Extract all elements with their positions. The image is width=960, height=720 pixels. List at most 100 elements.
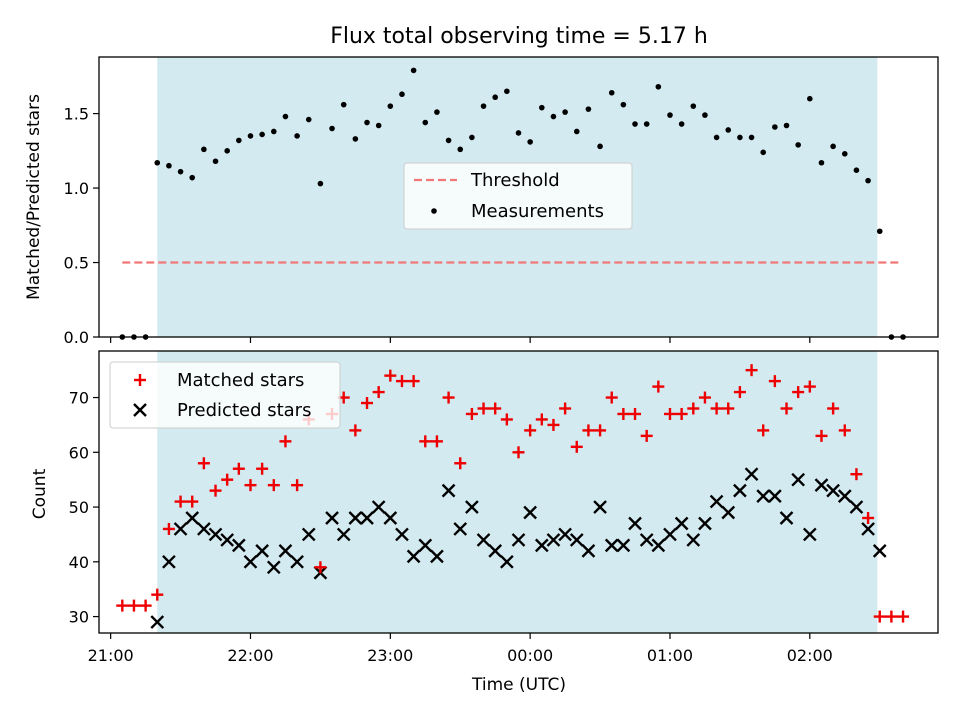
measurement-point	[259, 131, 265, 138]
predicted-star-marker	[185, 511, 200, 525]
x-tick-label: 00:00	[507, 646, 553, 665]
matched-star-marker	[174, 495, 187, 508]
matched-star-marker	[862, 512, 875, 525]
predicted-star-marker	[290, 554, 304, 569]
measurement-point	[713, 134, 720, 141]
matched-star-marker	[687, 402, 700, 415]
matched-star-marker	[361, 397, 374, 410]
matched-star-marker	[221, 473, 234, 486]
matched-star-marker	[629, 407, 642, 420]
measurement-point	[340, 101, 347, 108]
predicted-star-marker	[581, 544, 596, 558]
predicted-star-marker	[162, 554, 176, 569]
bottom-y-tick-label: 70	[69, 389, 89, 408]
predicted-star-marker	[674, 516, 689, 531]
predicted-star-marker	[418, 538, 433, 553]
measurement-point	[224, 148, 230, 154]
measurement-point	[399, 91, 405, 98]
x-tick-label: 23:00	[367, 646, 413, 665]
top-y-tick-label: 0.5	[64, 254, 89, 273]
measurement-point	[364, 119, 370, 126]
matched-star-marker	[244, 479, 257, 492]
predicted-star-marker	[231, 538, 246, 553]
matched-star-marker	[256, 462, 269, 475]
measurement-point	[445, 137, 452, 144]
top-y-tick-label: 1.5	[64, 105, 89, 124]
legend-measurements-label: Measurements	[471, 201, 604, 222]
predicted-star-marker	[756, 489, 771, 503]
measurement-point	[422, 119, 429, 126]
matched-star-marker	[512, 446, 525, 459]
predicted-star-marker	[663, 527, 677, 542]
matched-star-marker	[430, 435, 443, 448]
measurement-point	[317, 180, 324, 187]
matched-star-marker	[722, 402, 735, 415]
measurement-point	[772, 124, 778, 130]
predicted-star-marker	[348, 511, 363, 525]
predicted-star-marker	[802, 527, 817, 542]
measurement-point	[247, 133, 254, 139]
predicted-star-marker	[476, 533, 491, 547]
bottom-axis-ticks: 30 40 50 60 70 21:00 22:00 23:00 00:00 01:00 02:00	[69, 389, 833, 665]
predicted-star-marker	[546, 533, 561, 547]
measurement-point	[294, 133, 300, 139]
measurement-point	[865, 177, 871, 184]
predicted-star-marker	[628, 516, 642, 531]
measurement-point	[212, 158, 219, 165]
matched-star-marker	[442, 391, 455, 404]
legend-threshold-label: Threshold	[470, 170, 560, 191]
matched-star-marker	[454, 457, 467, 470]
matched-star-marker	[850, 468, 863, 481]
matched-star-marker	[489, 402, 502, 415]
x-axis-label: Time (UTC)	[471, 675, 566, 695]
x-tick-label: 02:00	[787, 646, 833, 665]
matched-star-marker	[535, 413, 548, 426]
matched-star-marker	[186, 495, 199, 508]
top-y-axis-label: Matched/Predicted stars	[24, 94, 44, 300]
predicted-star-marker	[523, 505, 538, 520]
matched-star-marker	[559, 402, 572, 415]
measurement-point	[410, 67, 417, 74]
measurement-point	[608, 89, 615, 96]
top-axis-ticks: 0.0 0.5 1.0 1.5	[64, 105, 811, 347]
measurement-point	[620, 101, 627, 108]
matched-star-marker	[395, 375, 408, 388]
predicted-star-marker	[558, 527, 572, 542]
matched-star-marker	[897, 610, 910, 623]
matched-star-marker	[605, 391, 618, 404]
matched-star-marker	[314, 561, 327, 574]
matched-star-marker	[349, 424, 362, 437]
predicted-star-marker	[721, 505, 736, 520]
matched-star-marker	[547, 418, 560, 431]
measurement-point	[236, 137, 242, 144]
predicted-star-marker	[499, 554, 514, 569]
matched-star-marker	[815, 429, 828, 442]
matched-star-marker	[465, 407, 478, 420]
measurement-point	[748, 134, 755, 141]
measurement-point	[504, 88, 510, 95]
bottom-y-tick-label: 60	[69, 443, 89, 462]
top-y-tick-label: 1.0	[64, 179, 89, 198]
measurement-point	[270, 128, 277, 135]
matched-star-marker	[477, 402, 490, 415]
predicted-star-marker	[488, 544, 503, 558]
predicted-star-marker	[465, 500, 479, 514]
matched-star-marker	[127, 599, 140, 612]
predicted-star-marker	[441, 483, 456, 498]
matched-star-marker	[663, 407, 676, 420]
measurement-point	[655, 83, 662, 90]
matched-star-marker	[267, 479, 280, 492]
legend-predicted-label: Predicted stars	[177, 400, 311, 421]
measurements-layer	[119, 67, 906, 340]
matched-star-marker	[698, 391, 711, 404]
legend-measurements-swatch	[431, 208, 437, 214]
measurement-point	[352, 136, 359, 142]
matched-star-marker	[733, 386, 746, 399]
measurement-point	[818, 159, 825, 166]
matched-star-marker	[827, 402, 840, 415]
predicted-star-marker	[872, 544, 887, 558]
measurement-point	[305, 116, 312, 123]
matched-star-marker	[617, 407, 630, 420]
matched-star-marker	[594, 424, 607, 437]
